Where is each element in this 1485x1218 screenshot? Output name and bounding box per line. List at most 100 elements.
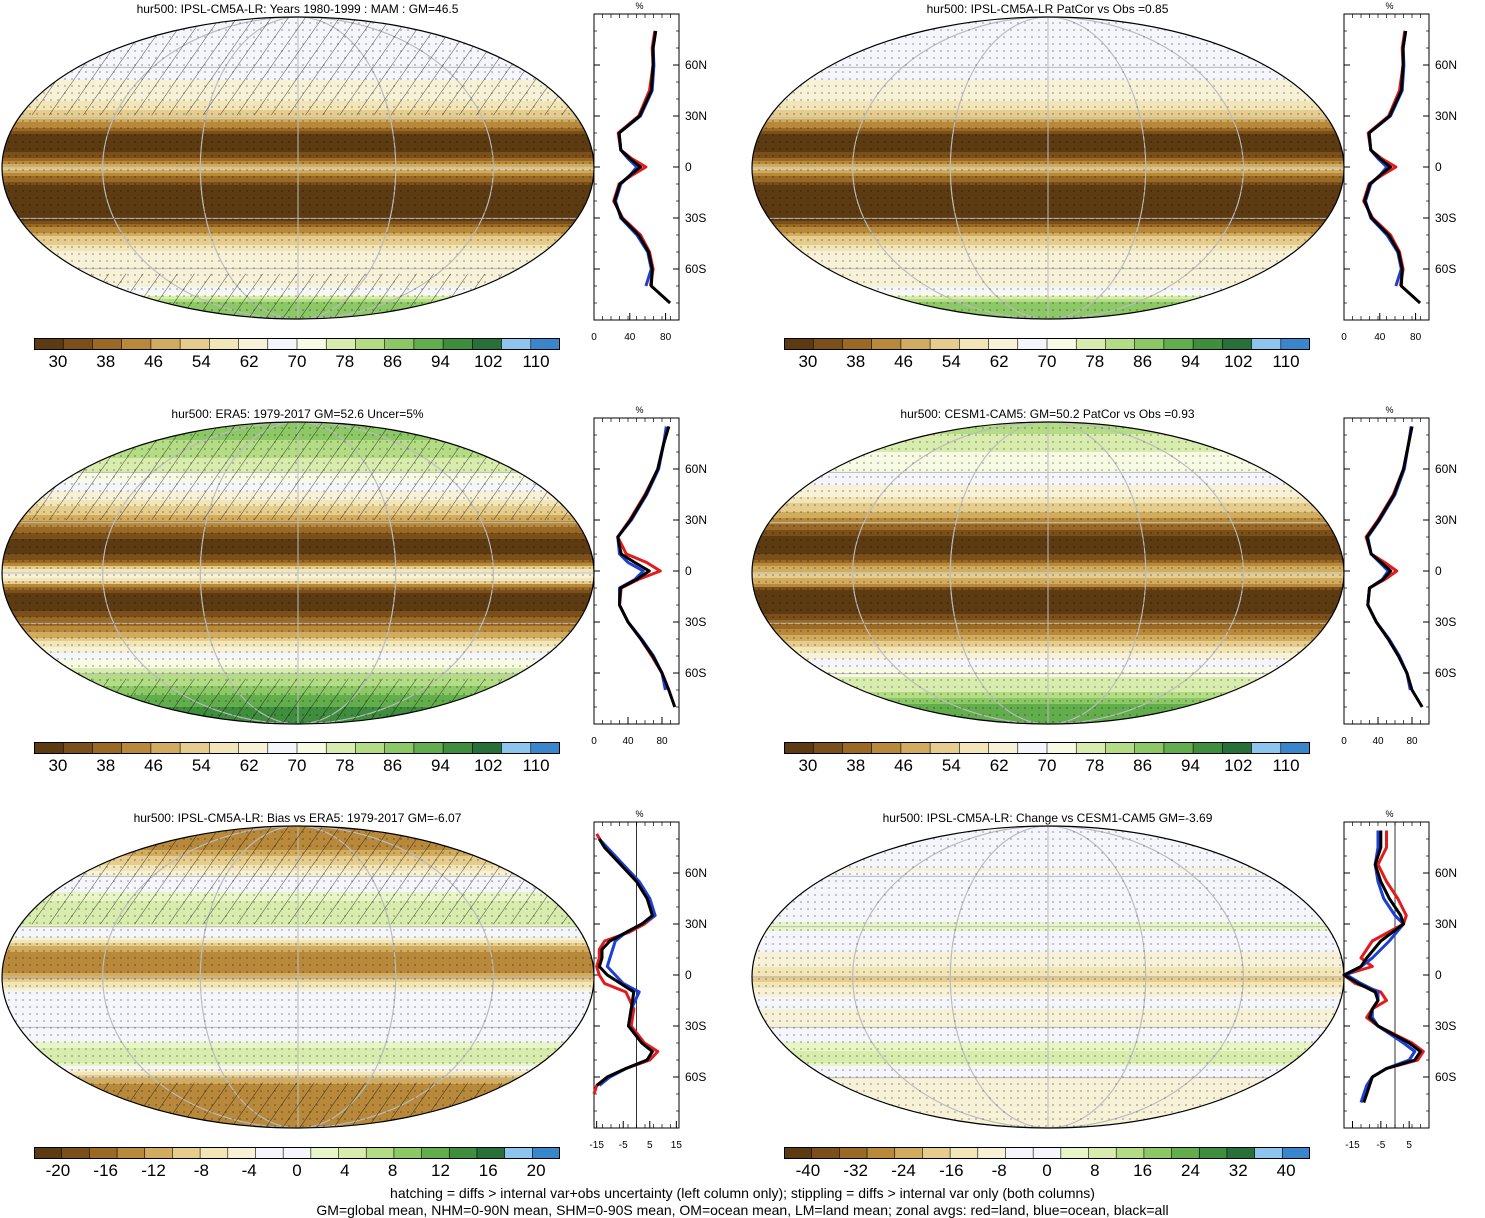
map-title: hur500: IPSL-CM5A-LR: Bias vs ERA5: 1979… (133, 811, 462, 825)
colorbar-tick-label: 110 (1272, 352, 1300, 371)
colorbar-tick-label: 62 (989, 756, 1009, 775)
colorbar-swatch (959, 742, 990, 754)
colorbar-swatch (144, 1147, 173, 1159)
colorbar-tick-label: 78 (1085, 756, 1105, 775)
colorbar-swatch (977, 1147, 1006, 1159)
lat-tick-label: 0 (685, 968, 692, 982)
colorbar-tick-label: 86 (383, 756, 403, 775)
zonal-line-black (595, 838, 654, 1087)
lat-tick-label: 30N (1435, 917, 1457, 931)
colorbar (34, 1147, 560, 1159)
lat-tick-label: 30N (1435, 513, 1457, 527)
lat-tick-label: 60N (1435, 866, 1457, 880)
colorbar-tick-label: -4 (241, 1161, 257, 1180)
colorbar-swatch (532, 1147, 560, 1159)
colorbar-swatch (150, 742, 181, 754)
colorbar-swatch (894, 1147, 923, 1159)
colorbar-swatch (1163, 742, 1194, 754)
colorbar-tick-label: -16 (93, 1161, 119, 1180)
x-tick-label: 40 (624, 332, 636, 343)
colorbar-tick-label: 54 (941, 352, 961, 371)
colorbar-swatch (472, 742, 503, 754)
lat-tick-label: 60S (685, 666, 706, 680)
map (1, 16, 595, 320)
map (1, 825, 595, 1129)
lat-tick-label: 60S (1435, 666, 1456, 680)
colorbar-tick-label: 12 (430, 1161, 450, 1180)
colorbar-tick-label: -16 (939, 1161, 964, 1180)
lat-tick-label: 30S (1435, 615, 1456, 629)
map (751, 16, 1345, 320)
colorbar-swatch (34, 1147, 63, 1159)
colorbar-swatch (1193, 742, 1223, 754)
colorbar-tick-label: 46 (144, 352, 163, 371)
map-title: hur500: IPSL-CM5A-LR: Years 1980-1999 : … (136, 2, 459, 16)
colorbar-tick-label: 102 (474, 756, 503, 775)
colorbar-swatch (930, 338, 960, 350)
colorbar-swatch (61, 1147, 90, 1159)
unit-label: % (1385, 809, 1393, 819)
zonal-line-black (1365, 426, 1424, 708)
colorbar-swatch (1143, 1147, 1173, 1159)
colorbar-swatch (813, 338, 843, 350)
colorbar-tick-label: 16 (1133, 1161, 1153, 1180)
colorbar (784, 1147, 1310, 1159)
colorbar-frame (34, 1147, 560, 1159)
x-tick-label: 80 (656, 736, 668, 747)
x-tick-label: 80 (660, 332, 672, 343)
lat-tick-label: 60N (685, 58, 707, 72)
colorbar-tick-label: 40 (1276, 1161, 1296, 1180)
colorbar-tick-label: 8 (1090, 1161, 1100, 1180)
colorbar-swatch (393, 1147, 423, 1159)
map-title: hur500: ERA5: 1979-2017 GM=52.6 Uncer=5% (171, 407, 424, 421)
colorbar-tick-label: 78 (335, 756, 355, 775)
colorbar-tick-label: 24 (1180, 1161, 1200, 1180)
colorbar-swatch (297, 742, 327, 754)
colorbar-swatch (121, 338, 152, 350)
x-tick-label: -5 (1376, 1140, 1385, 1151)
colorbar-swatch (1134, 338, 1165, 350)
colorbar-swatch (283, 1147, 312, 1159)
colorbar-swatch (1251, 742, 1282, 754)
colorbar-swatch (871, 742, 902, 754)
colorbar-swatch (1251, 338, 1282, 350)
colorbar-swatch (355, 338, 386, 350)
zonal-frame (593, 417, 680, 725)
x-tick-label: 5 (647, 1140, 653, 1151)
x-tick-label: 80 (1410, 332, 1422, 343)
map-field (752, 422, 1344, 724)
colorbar-swatch (1280, 742, 1310, 754)
colorbar-swatch (1047, 338, 1077, 350)
colorbar-swatch (501, 742, 532, 754)
colorbar-tick-label: 46 (144, 756, 163, 775)
colorbar-swatch (842, 742, 873, 754)
lat-tick-label: 0 (685, 160, 692, 174)
colorbar-tick-label: 110 (522, 352, 550, 371)
lat-tick-label: 60S (685, 262, 706, 276)
map (751, 421, 1345, 725)
colorbar-swatch (476, 1147, 506, 1159)
colorbar-tick-label: 94 (1180, 756, 1200, 775)
colorbar-swatch (355, 742, 386, 754)
map-field (752, 17, 1344, 319)
colorbar-tick-label: 70 (1037, 352, 1057, 371)
colorbar-swatch (530, 742, 560, 754)
colorbar-swatch (267, 742, 298, 754)
colorbar-swatch (784, 1147, 813, 1159)
zonal-line-red (1342, 830, 1425, 1079)
colorbar-swatch (117, 1147, 146, 1159)
x-tick-label: 80 (1406, 736, 1418, 747)
colorbar-swatch (504, 1147, 533, 1159)
colorbar-swatch (1047, 742, 1077, 754)
colorbar-tick-label: 78 (335, 352, 355, 371)
colorbar-swatch (326, 742, 356, 754)
zonal-mean-plot: 60N 30N 0 30S 60S 0 40 80% (591, 1, 707, 343)
zonal-line-red (1362, 30, 1407, 287)
x-tick-label: 0 (591, 736, 597, 747)
zonal-line-black (616, 426, 677, 708)
lat-tick-label: 0 (1435, 968, 1442, 982)
zonal-line-black (1342, 830, 1422, 1103)
colorbar-tick-label: 70 (287, 756, 307, 775)
colorbar-swatch (871, 338, 902, 350)
colorbar-tick-label: 30 (798, 352, 818, 371)
